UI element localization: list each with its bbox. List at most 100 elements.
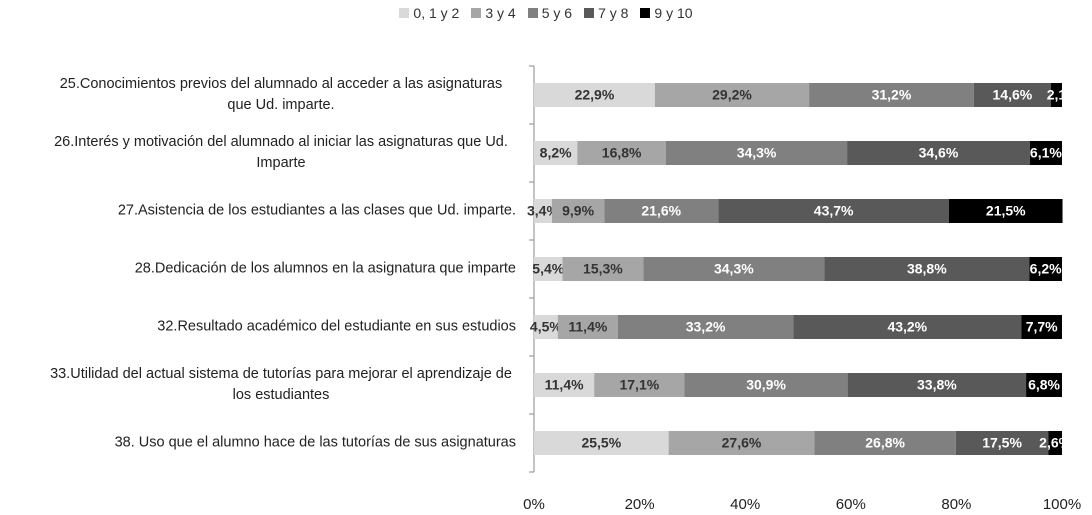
bar-segment xyxy=(814,431,956,455)
value-label: 7,7% xyxy=(1026,319,1058,335)
bar-segment xyxy=(1048,431,1062,455)
value-label: 2,1 xyxy=(1047,87,1067,103)
value-label: 30,9% xyxy=(746,377,786,393)
bar-segment xyxy=(847,141,1030,165)
value-label: 3,4% xyxy=(527,203,559,219)
bar-segment xyxy=(654,83,810,107)
bar-segment xyxy=(557,315,618,339)
legend-label: 0, 1 y 2 xyxy=(413,5,460,21)
legend-item: 7 y 8 xyxy=(584,5,628,21)
value-label: 16,8% xyxy=(602,145,642,161)
category-label: 33.Utilidad del actual sistema de tutorí… xyxy=(50,366,512,403)
legend-item: 5 y 6 xyxy=(527,5,573,21)
value-label: 34,3% xyxy=(737,145,777,161)
legend-label: 3 y 4 xyxy=(485,5,516,21)
legend-item: 3 y 4 xyxy=(471,5,516,21)
value-label: 33,2% xyxy=(686,319,726,335)
category-label: 38. Uso que el alumno hace de las tutorí… xyxy=(114,434,516,451)
bar-segment xyxy=(577,141,666,165)
value-label: 15,3% xyxy=(583,261,623,277)
bar-segment xyxy=(534,431,669,455)
bar-segment xyxy=(668,431,815,455)
bar-segment xyxy=(824,257,1030,281)
value-label: 29,2% xyxy=(712,87,752,103)
value-label: 31,2% xyxy=(872,87,912,103)
value-label: 6,1% xyxy=(1030,145,1062,161)
value-label: 33,8% xyxy=(917,377,957,393)
value-label: 9,9% xyxy=(562,203,594,219)
bar-segment xyxy=(1026,373,1062,397)
category-label: 26.Interés y motivación del alumnado al … xyxy=(54,134,508,171)
bar-segment xyxy=(1050,83,1062,107)
value-label: 11,4% xyxy=(568,319,607,335)
value-label: 34,6% xyxy=(919,145,959,161)
bar-segment xyxy=(666,141,848,165)
value-label: 2,6% xyxy=(1039,435,1071,451)
bar-segment xyxy=(809,83,974,107)
value-label: 43,2% xyxy=(887,319,927,335)
value-label: 26,8% xyxy=(865,435,905,451)
bar-segment xyxy=(534,141,578,165)
legend-swatch xyxy=(527,8,538,18)
value-label: 5,4% xyxy=(532,261,564,277)
x-tick-label: 40% xyxy=(730,496,760,513)
category-label: 28.Dedicación de los alumnos en la asign… xyxy=(134,260,516,277)
value-label: 27,6% xyxy=(722,435,762,451)
value-label: 6,2% xyxy=(1030,261,1062,277)
bar-segment xyxy=(534,257,563,281)
bar-segment xyxy=(684,373,848,397)
value-label: 14,6% xyxy=(993,87,1033,103)
legend-item: 0, 1 y 2 xyxy=(399,5,459,21)
category-label: 25.Conocimientos previos del alumnado al… xyxy=(59,76,503,113)
bar-segment xyxy=(1029,257,1062,281)
legend-swatch xyxy=(471,8,482,18)
value-label: 8,2% xyxy=(540,145,572,161)
bar-segment xyxy=(1021,315,1062,339)
bar-segment xyxy=(718,199,950,223)
category-label: 27.Asistencia de los estudiantes a las c… xyxy=(117,202,516,219)
value-label: 25,5% xyxy=(581,435,621,451)
value-label: 6,8% xyxy=(1028,377,1060,393)
value-label: 34,3% xyxy=(714,261,754,277)
legend-label: 7 y 8 xyxy=(598,5,629,21)
value-label: 17,1% xyxy=(619,377,659,393)
bar-segment xyxy=(793,315,1022,339)
bar-segment xyxy=(534,83,655,107)
bar-segment xyxy=(955,431,1049,455)
bar-segment xyxy=(562,257,644,281)
legend-swatch xyxy=(399,8,410,18)
x-tick-label: 100% xyxy=(1043,496,1081,513)
x-tick-label: 20% xyxy=(625,496,655,513)
legend-item: 9 y 10 xyxy=(640,5,693,21)
value-label: 4,5% xyxy=(530,319,562,335)
bar-segment xyxy=(604,199,719,223)
bar-segment xyxy=(643,257,825,281)
bar-segment xyxy=(551,199,605,223)
legend-swatch xyxy=(640,8,651,18)
x-tick-label: 80% xyxy=(941,496,971,513)
bar-segment xyxy=(534,373,595,397)
value-label: 21,5% xyxy=(986,203,1026,219)
legend-swatch xyxy=(584,8,595,18)
category-label: 32.Resultado académico del estudiante en… xyxy=(157,318,516,335)
bar-segment xyxy=(594,373,685,397)
x-tick-label: 0% xyxy=(523,496,545,513)
legend-label: 9 y 10 xyxy=(654,5,693,21)
legend-label: 5 y 6 xyxy=(541,5,573,21)
bar-segment xyxy=(617,315,794,339)
value-label: 21,6% xyxy=(641,203,681,219)
bar-segment xyxy=(1029,141,1062,165)
value-label: 17,5% xyxy=(982,435,1022,451)
x-tick-label: 60% xyxy=(836,496,866,513)
bar-segment xyxy=(534,315,558,339)
bar-segment xyxy=(949,199,1063,223)
bar-segment xyxy=(973,83,1051,107)
legend: 0, 1 y 2 3 y 4 5 y 6 7 y 8 9 y 10 xyxy=(0,5,1092,21)
value-label: 38,8% xyxy=(907,261,947,277)
value-label: 22,9% xyxy=(575,87,615,103)
value-label: 11,4% xyxy=(545,377,584,393)
value-label: 43,7% xyxy=(814,203,854,219)
bar-segment xyxy=(534,199,552,223)
